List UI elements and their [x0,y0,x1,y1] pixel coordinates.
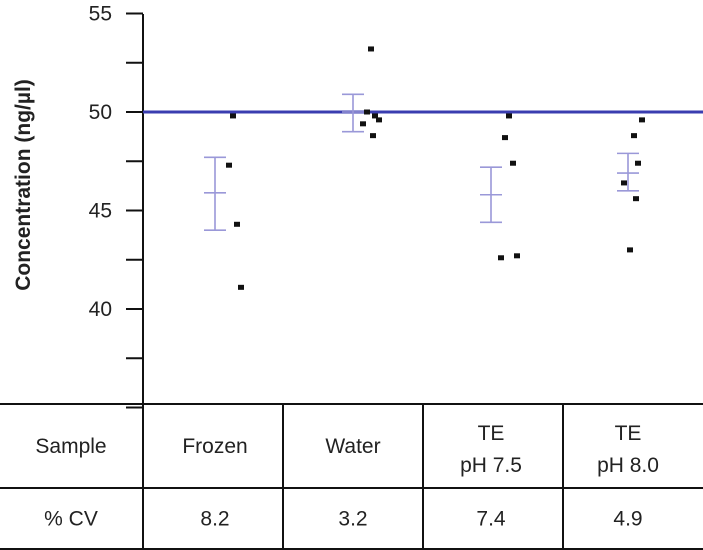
y-tick-label: 55 [89,3,112,26]
table-header-label: Sample [35,435,106,458]
y-axis-title: Concentration (ng/µl) [12,79,35,291]
data-table: Sample % CV Frozen 8.2 Water 3.2 TE pH 7.5 7.4 TE… [0,403,703,550]
category-label-line: pH 8.0 [597,454,659,477]
data-point [639,117,645,123]
data-point [376,117,382,123]
error-bar [204,156,226,231]
table-cv-label: % CV [44,508,98,531]
data-point [502,135,508,141]
category-label: Water [325,435,380,458]
data-point [364,109,370,115]
cv-value: 3.2 [338,508,367,531]
error-bar [617,152,639,192]
y-tick-label: 45 [89,200,112,223]
cv-value: 4.9 [613,508,642,531]
y-tick-label: 40 [89,298,112,321]
data-point [368,46,374,52]
cv-value: 7.4 [476,508,506,531]
data-point [635,160,641,166]
category-label-line: TE [615,422,642,445]
cv-value: 8.2 [200,508,229,531]
category-label: TE pH 8.0 [597,422,659,477]
data-point [226,162,232,168]
data-point [633,196,639,202]
data-point [498,255,504,261]
data-point [238,284,244,290]
plot-area: 40 45 50 55 [89,3,703,409]
data-point [372,113,378,119]
data-point [360,121,366,127]
category-label-line: TE [478,422,505,445]
data-point [506,113,512,119]
data-point [234,221,240,227]
category-label: Frozen [182,435,247,458]
data-point [510,160,516,166]
data-point [631,133,637,139]
error-bar [342,93,364,133]
category-label: TE pH 7.5 [460,422,522,477]
error-bar [480,166,502,224]
category-label-line: pH 7.5 [460,454,522,477]
data-point [621,180,627,186]
data-point [514,253,520,259]
data-point [627,247,633,253]
data-point [370,133,376,139]
data-point [230,113,236,119]
y-tick-label: 50 [89,101,112,124]
